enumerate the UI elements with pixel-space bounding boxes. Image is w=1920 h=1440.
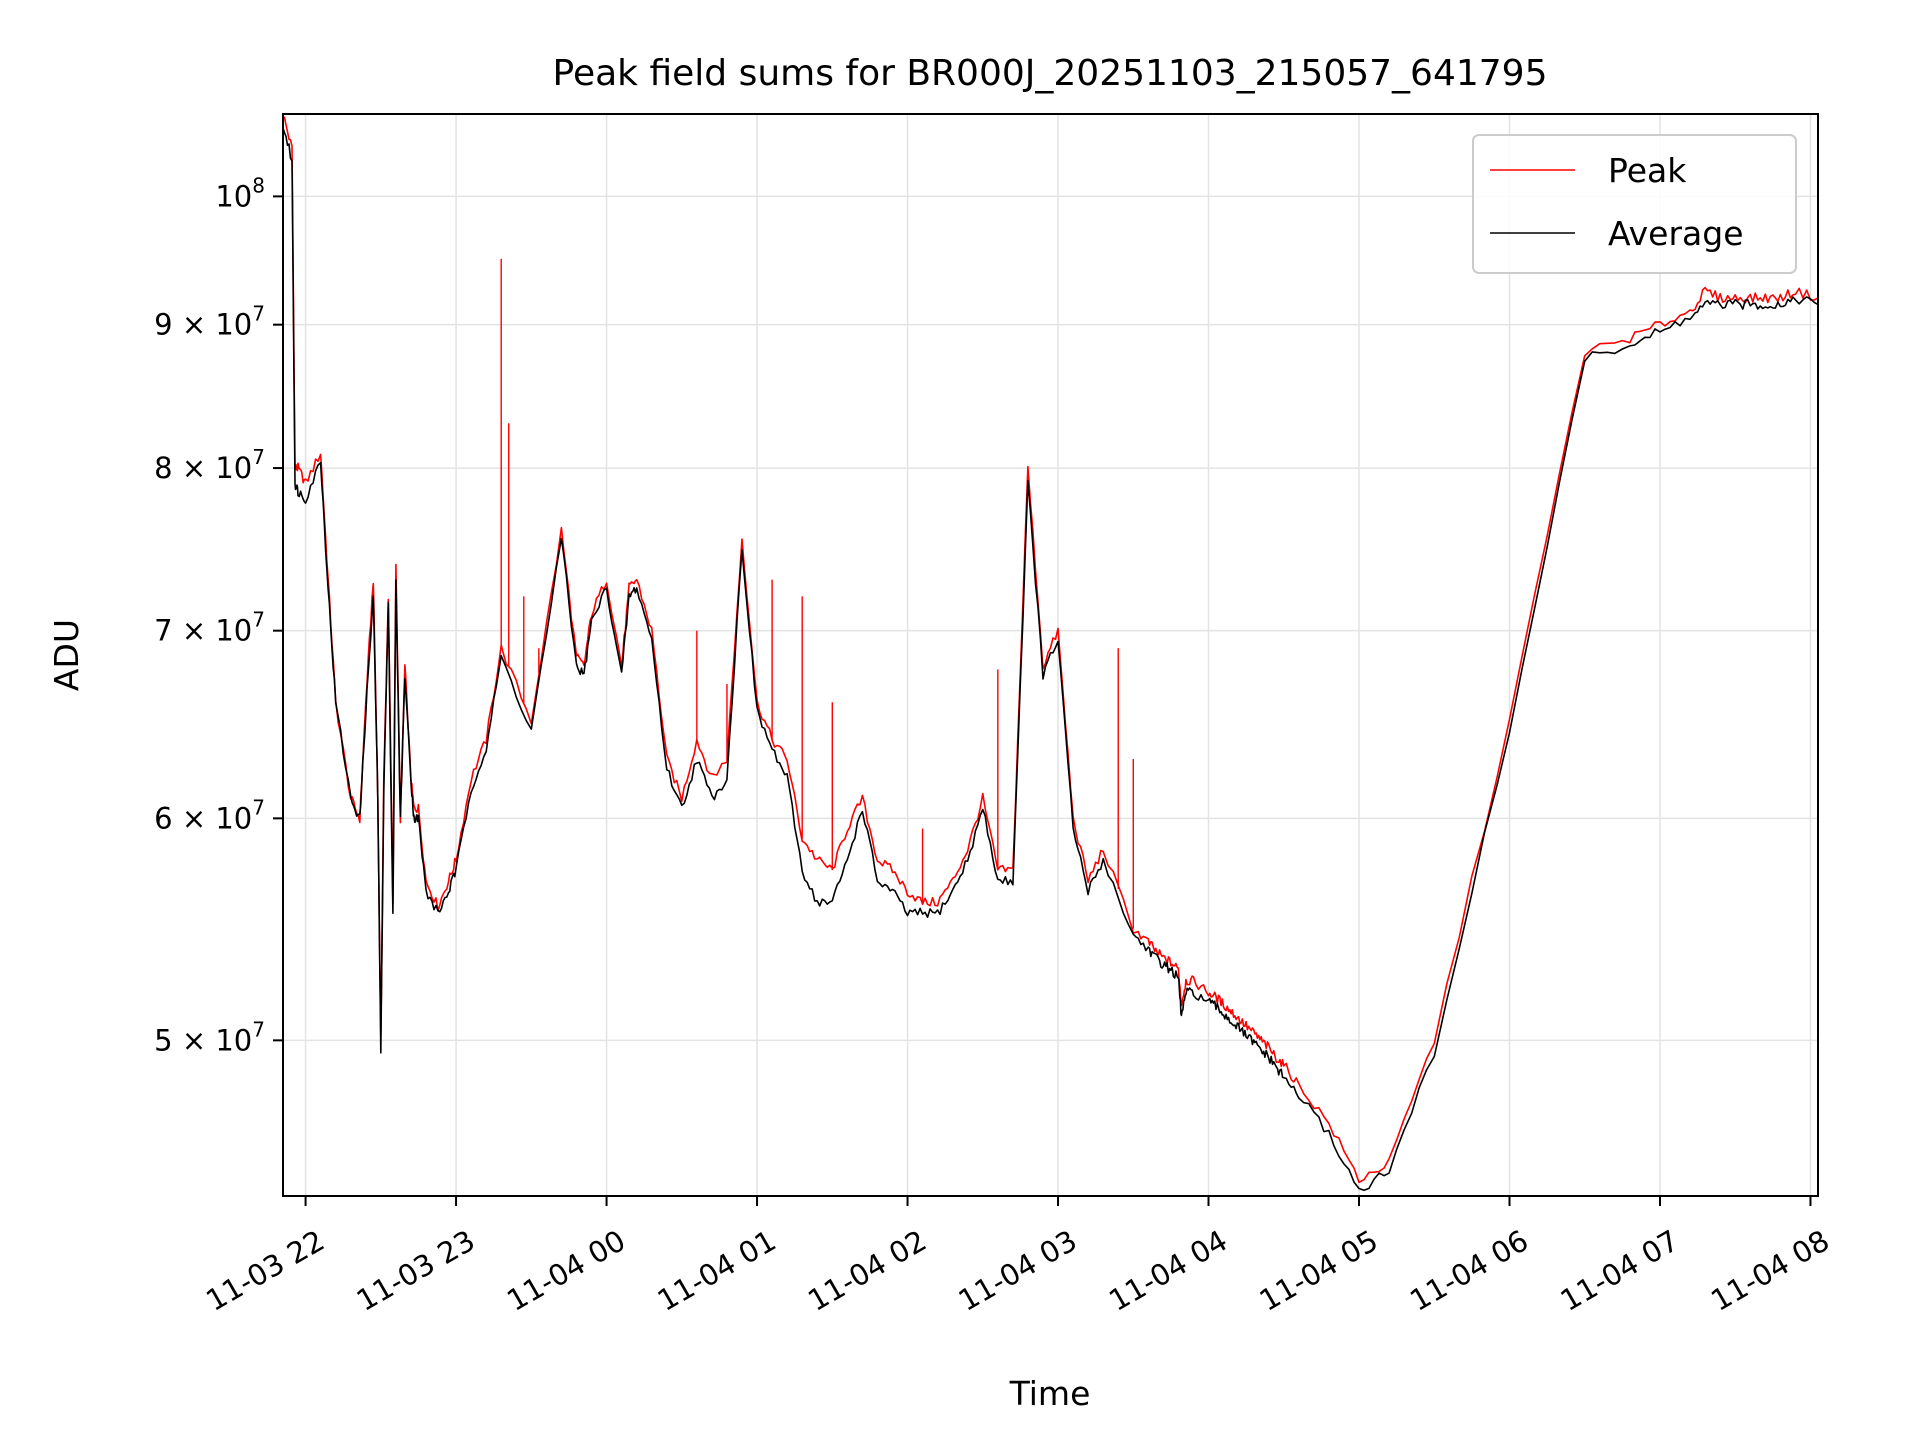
plot-frame bbox=[282, 113, 1819, 1197]
y-tick-label: 5 × 107 bbox=[154, 1017, 265, 1057]
y-tick-label: 6 × 107 bbox=[154, 795, 265, 835]
y-axis-label: ADU bbox=[47, 619, 86, 691]
y-tick-label: 7 × 107 bbox=[154, 608, 265, 648]
y-axis: 108 9 × 107 8 × 107 7 × 107 6 × 107 5 × 107 bbox=[154, 173, 283, 1057]
legend: Peak Average bbox=[1472, 134, 1797, 274]
y-tick-label: 108 bbox=[215, 173, 265, 213]
y-tick-label: 8 × 107 bbox=[154, 445, 265, 485]
chart-title: Peak field sums for BR000J_20251103_2150… bbox=[553, 53, 1548, 94]
series-line-average bbox=[283, 127, 1818, 1192]
grid bbox=[283, 114, 1818, 1196]
y-tick-label: 9 × 107 bbox=[154, 302, 265, 342]
legend-label-average: Average bbox=[1608, 214, 1744, 253]
x-axis-label: Time bbox=[1009, 1374, 1091, 1413]
plot-area bbox=[283, 116, 1818, 1192]
legend-label-peak: Peak bbox=[1608, 151, 1687, 190]
